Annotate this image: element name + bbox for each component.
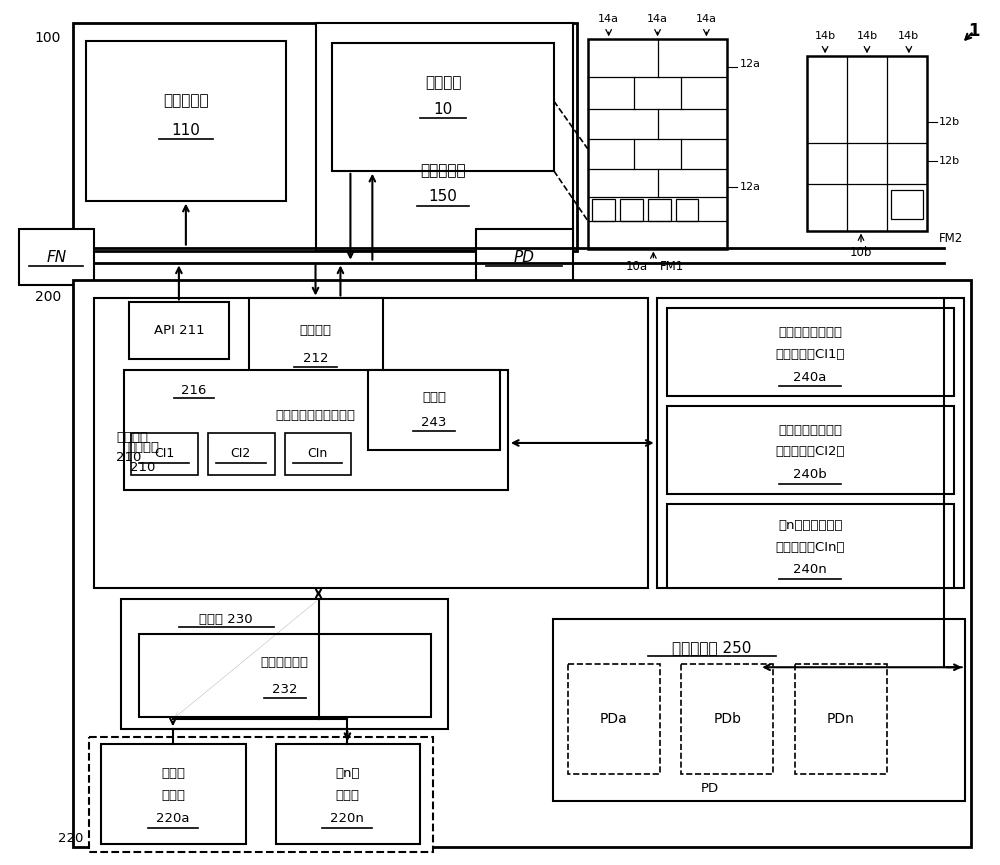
Text: 100: 100	[35, 31, 61, 45]
Text: 200: 200	[35, 291, 61, 304]
Text: CI1: CI1	[154, 447, 174, 460]
Text: 第二处理器核加速: 第二处理器核加速	[778, 424, 842, 437]
Text: 数据库页: 数据库页	[425, 75, 461, 91]
Text: 212: 212	[303, 352, 328, 365]
Bar	[139, 634, 431, 717]
Text: 220a: 220a	[156, 812, 190, 825]
Text: 210: 210	[116, 452, 141, 465]
Bar	[681, 664, 773, 774]
Text: API 211: API 211	[154, 324, 204, 336]
Text: 引擎（针对CIn）: 引擎（针对CIn）	[775, 541, 845, 554]
Bar	[121, 599, 448, 729]
Text: 232: 232	[272, 682, 297, 695]
Text: 14b: 14b	[815, 31, 836, 42]
Text: PD: PD	[700, 782, 718, 795]
Bar	[129, 303, 229, 359]
Text: FM1: FM1	[659, 260, 684, 273]
Bar	[316, 23, 573, 251]
Bar	[86, 42, 286, 201]
Text: 14a: 14a	[696, 15, 717, 24]
Text: 引擎（针对CI1）: 引擎（针对CI1）	[775, 348, 845, 361]
Bar	[73, 280, 971, 847]
Text: 主机处理器: 主机处理器	[163, 93, 209, 109]
Text: 计算效率规则: 计算效率规则	[261, 656, 309, 669]
Bar	[568, 664, 660, 774]
Bar	[276, 744, 420, 843]
Text: 调度器 230: 调度器 230	[199, 613, 253, 626]
Bar	[476, 228, 573, 285]
Bar	[620, 199, 643, 221]
Text: 240a: 240a	[793, 371, 827, 384]
Bar	[588, 39, 727, 248]
Text: 列数据: 列数据	[422, 391, 446, 404]
Bar	[648, 199, 671, 221]
Text: CIn: CIn	[307, 447, 328, 460]
Text: 220n: 220n	[330, 812, 364, 825]
Bar	[208, 433, 275, 475]
Text: 210: 210	[130, 461, 156, 474]
Text: 10: 10	[434, 101, 453, 117]
Text: 页缓冲器: 页缓冲器	[300, 324, 332, 336]
Text: 220: 220	[58, 832, 83, 845]
Text: 110: 110	[171, 124, 200, 138]
Text: 10b: 10b	[850, 246, 872, 260]
Text: 1: 1	[968, 22, 979, 41]
Text: 14b: 14b	[898, 31, 919, 42]
Text: 第n处理器核加速: 第n处理器核加速	[778, 519, 842, 532]
Bar	[807, 56, 927, 231]
Bar	[657, 298, 964, 587]
Text: 引擎（针对CI2）: 引擎（针对CI2）	[775, 445, 845, 458]
Bar	[89, 737, 433, 852]
Text: 14a: 14a	[647, 15, 668, 24]
Bar	[332, 43, 554, 171]
Text: CI2: CI2	[231, 447, 251, 460]
Text: 10a: 10a	[626, 260, 648, 273]
Text: 150: 150	[429, 189, 458, 204]
Text: 216: 216	[181, 384, 207, 397]
Text: 描引擎: 描引擎	[161, 790, 185, 803]
Text: 描引擎: 描引擎	[335, 790, 359, 803]
Text: 处理器核: 处理器核	[127, 441, 159, 454]
Bar	[124, 370, 508, 490]
Text: 240b: 240b	[793, 468, 827, 481]
Text: 12a: 12a	[739, 59, 760, 69]
Text: 12a: 12a	[739, 182, 760, 192]
Bar	[667, 309, 954, 396]
Bar	[676, 199, 698, 221]
Text: 12b: 12b	[939, 156, 960, 166]
Text: 第n扫: 第n扫	[335, 767, 360, 780]
Bar	[667, 503, 954, 587]
Text: 12b: 12b	[939, 118, 960, 127]
Text: 14a: 14a	[598, 15, 619, 24]
Bar	[368, 370, 500, 450]
Text: PDn: PDn	[827, 712, 855, 726]
Bar	[592, 199, 615, 221]
Text: 14b: 14b	[856, 31, 878, 42]
Bar	[249, 298, 383, 388]
Bar	[667, 406, 954, 494]
Text: 本地存储器 250: 本地存储器 250	[672, 640, 751, 655]
Text: 处理器核: 处理器核	[116, 432, 148, 445]
Text: 系统存储器: 系统存储器	[420, 163, 466, 178]
Bar	[101, 744, 246, 843]
Text: PDa: PDa	[600, 712, 628, 726]
Text: FM2: FM2	[939, 232, 963, 245]
Bar	[553, 619, 965, 801]
Text: 第一扫: 第一扫	[161, 767, 185, 780]
Bar	[285, 433, 351, 475]
Text: 第一处理器核加速: 第一处理器核加速	[778, 326, 842, 339]
Bar	[131, 433, 198, 475]
Text: FN: FN	[46, 250, 66, 265]
Bar	[891, 189, 923, 220]
Text: 240n: 240n	[793, 563, 827, 576]
Text: PDb: PDb	[713, 712, 741, 726]
Bar	[94, 298, 648, 587]
Bar	[19, 228, 94, 285]
Text: 243: 243	[421, 415, 447, 428]
Bar	[73, 23, 577, 251]
Text: 处理器核自定义指令集: 处理器核自定义指令集	[276, 408, 356, 421]
Text: PD: PD	[513, 250, 534, 265]
Bar	[795, 664, 887, 774]
